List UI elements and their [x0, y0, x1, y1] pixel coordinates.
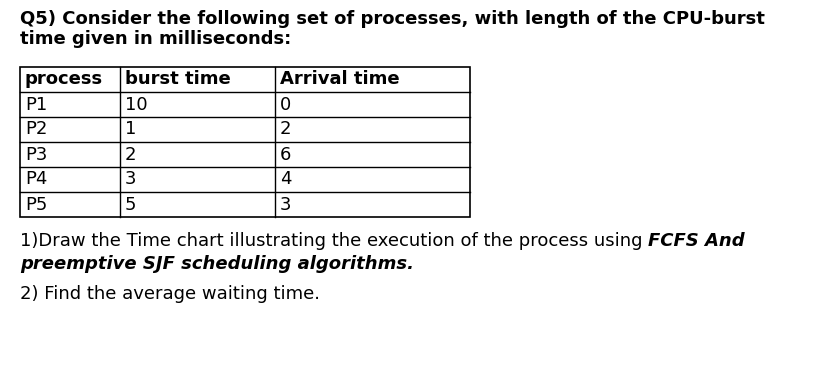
Text: 3: 3: [125, 171, 136, 189]
Text: 4: 4: [280, 171, 291, 189]
Text: process: process: [25, 70, 103, 89]
Text: 1)Draw the Time chart illustrating the execution of the process using: 1)Draw the Time chart illustrating the e…: [20, 232, 648, 250]
Text: FCFS And: FCFS And: [648, 232, 745, 250]
Text: P3: P3: [25, 146, 47, 164]
Text: P5: P5: [25, 196, 47, 214]
Text: 10: 10: [125, 95, 148, 114]
Text: 2) Find the average waiting time.: 2) Find the average waiting time.: [20, 285, 320, 303]
Text: preemptive SJF scheduling algorithms.: preemptive SJF scheduling algorithms.: [20, 255, 414, 273]
Bar: [20, 67, 470, 217]
Text: 5: 5: [125, 196, 136, 214]
Text: P1: P1: [25, 95, 47, 114]
Text: 2: 2: [125, 146, 136, 164]
Text: 2: 2: [280, 121, 291, 139]
Text: time given in milliseconds:: time given in milliseconds:: [20, 30, 291, 48]
Text: P4: P4: [25, 171, 47, 189]
Text: burst time: burst time: [125, 70, 231, 89]
Text: Arrival time: Arrival time: [280, 70, 399, 89]
Text: Q5) Consider the following set of processes, with length of the CPU-burst: Q5) Consider the following set of proces…: [20, 10, 765, 28]
Text: 6: 6: [280, 146, 291, 164]
Text: 0: 0: [280, 95, 291, 114]
Text: 1: 1: [125, 121, 136, 139]
Text: P2: P2: [25, 121, 47, 139]
Text: 3: 3: [280, 196, 291, 214]
